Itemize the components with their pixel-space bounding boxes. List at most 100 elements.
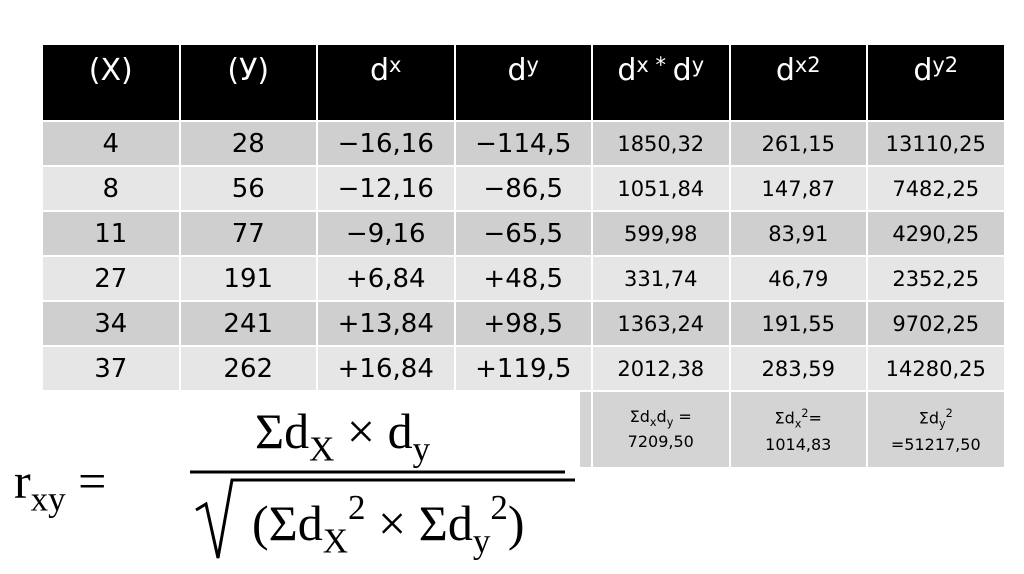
formula-lhs: rxy = xyxy=(14,452,106,519)
text-segment: y xyxy=(526,53,539,77)
table-cell: 4 xyxy=(43,122,181,167)
sum-line: Σdxdy = xyxy=(630,407,692,433)
text-segment: y xyxy=(472,521,491,561)
text-segment: 2 xyxy=(944,53,959,77)
table-cell: 331,74 xyxy=(593,257,731,302)
table-cell: 261,15 xyxy=(730,122,868,167)
table-cell: 46,79 xyxy=(730,257,868,302)
formula-numerator: ΣdX × dy xyxy=(255,402,430,469)
text-segment: x xyxy=(636,53,649,77)
table-cell: +119,5 xyxy=(455,347,593,392)
table-cell: 599,98 xyxy=(593,212,731,257)
header-cell: (У) xyxy=(180,45,318,122)
text-segment: = xyxy=(808,408,822,428)
text-segment: y xyxy=(666,415,674,429)
text-segment: X xyxy=(322,521,349,561)
text-segment: 2 xyxy=(801,407,809,421)
table-cell: 77 xyxy=(180,212,318,257)
text-segment: x xyxy=(794,417,802,431)
table-cell: 191 xyxy=(180,257,318,302)
text-segment: X xyxy=(309,429,335,469)
text-segment: xy xyxy=(30,479,66,519)
table-cell: 2352,25 xyxy=(868,257,1006,302)
table-cell: +98,5 xyxy=(455,302,593,347)
table-cell: 1363,24 xyxy=(593,302,731,347)
text-segment: r xyxy=(14,453,31,509)
formula-denominator: (ΣdX2 × Σdy2) xyxy=(252,488,525,561)
text-segment: (Σd xyxy=(252,495,323,551)
sum-line: Σdx2= xyxy=(775,404,822,435)
text-segment: 2 xyxy=(945,407,953,421)
table-cell: 28 xyxy=(180,122,318,167)
sum-line: 7209,50 xyxy=(628,432,694,452)
sum-cell: Σdy2 =51217,50 xyxy=(868,392,1006,469)
table-cell: 56 xyxy=(180,167,318,212)
text-segment: 2 xyxy=(807,53,821,77)
text-segment: 1014,83 xyxy=(765,434,832,454)
text-segment: 7209,50 xyxy=(627,432,694,452)
sum-line: Σdy2 xyxy=(919,404,953,435)
text-segment: Σd xyxy=(255,403,310,459)
text-segment: (У) xyxy=(227,53,270,88)
table-cell: 262 xyxy=(180,347,318,392)
table-cell: +48,5 xyxy=(455,257,593,302)
header-cell: (X) xyxy=(43,45,181,122)
table-cell: 9702,25 xyxy=(868,302,1006,347)
sum-cell: Σdx2= 1014,83 xyxy=(730,392,868,469)
table-cell: 34 xyxy=(43,302,181,347)
text-segment: * xyxy=(648,53,673,77)
text-segment: ) xyxy=(507,495,525,551)
text-segment: × Σd xyxy=(365,495,473,551)
table-cell: 1850,32 xyxy=(593,122,731,167)
table-cell: 83,91 xyxy=(730,212,868,257)
text-segment: = xyxy=(65,453,107,509)
table-cell: 1051,84 xyxy=(593,167,731,212)
text-segment: Σd xyxy=(774,408,795,428)
text-segment: y xyxy=(932,53,945,77)
text-segment: 2 xyxy=(490,488,508,527)
table-cell: +13,84 xyxy=(318,302,456,347)
text-segment: × d xyxy=(334,403,413,459)
table-cell: −114,5 xyxy=(455,122,593,167)
sum-line: 1014,83 xyxy=(765,435,831,455)
text-segment: d xyxy=(617,53,637,88)
table-cell: +6,84 xyxy=(318,257,456,302)
sum-row-fill xyxy=(580,392,593,469)
table-cell: 4290,25 xyxy=(868,212,1006,257)
text-segment: (X) xyxy=(88,53,133,88)
table-cell: −86,5 xyxy=(455,167,593,212)
text-segment: d xyxy=(370,53,390,88)
table-cell: 13110,25 xyxy=(868,122,1006,167)
table-cell: −12,16 xyxy=(318,167,456,212)
table-cell: −65,5 xyxy=(455,212,593,257)
text-segment: x xyxy=(389,53,402,77)
text-segment: =51217,50 xyxy=(890,434,981,454)
text-segment: 2 xyxy=(348,488,366,527)
table-cell: 241 xyxy=(180,302,318,347)
table-cell: +16,84 xyxy=(318,347,456,392)
table-cell: 7482,25 xyxy=(868,167,1006,212)
text-segment: Σd xyxy=(918,408,939,428)
text-segment: y xyxy=(691,53,705,77)
table-cell: 37 xyxy=(43,347,181,392)
text-segment: d xyxy=(656,406,667,426)
text-segment: d xyxy=(775,53,795,88)
sqrt-sign xyxy=(195,478,575,559)
text-segment: d xyxy=(913,53,933,88)
table-cell: 2012,38 xyxy=(593,347,731,392)
text-segment: x xyxy=(794,53,808,77)
text-segment: = xyxy=(673,406,692,426)
table-cell: 147,87 xyxy=(730,167,868,212)
table-cell: −9,16 xyxy=(318,212,456,257)
table-cell: −16,16 xyxy=(318,122,456,167)
table-cell: 11 xyxy=(43,212,181,257)
table-cell: 14280,25 xyxy=(868,347,1006,392)
text-segment: Σd xyxy=(629,406,650,426)
table-cell: 27 xyxy=(43,257,181,302)
